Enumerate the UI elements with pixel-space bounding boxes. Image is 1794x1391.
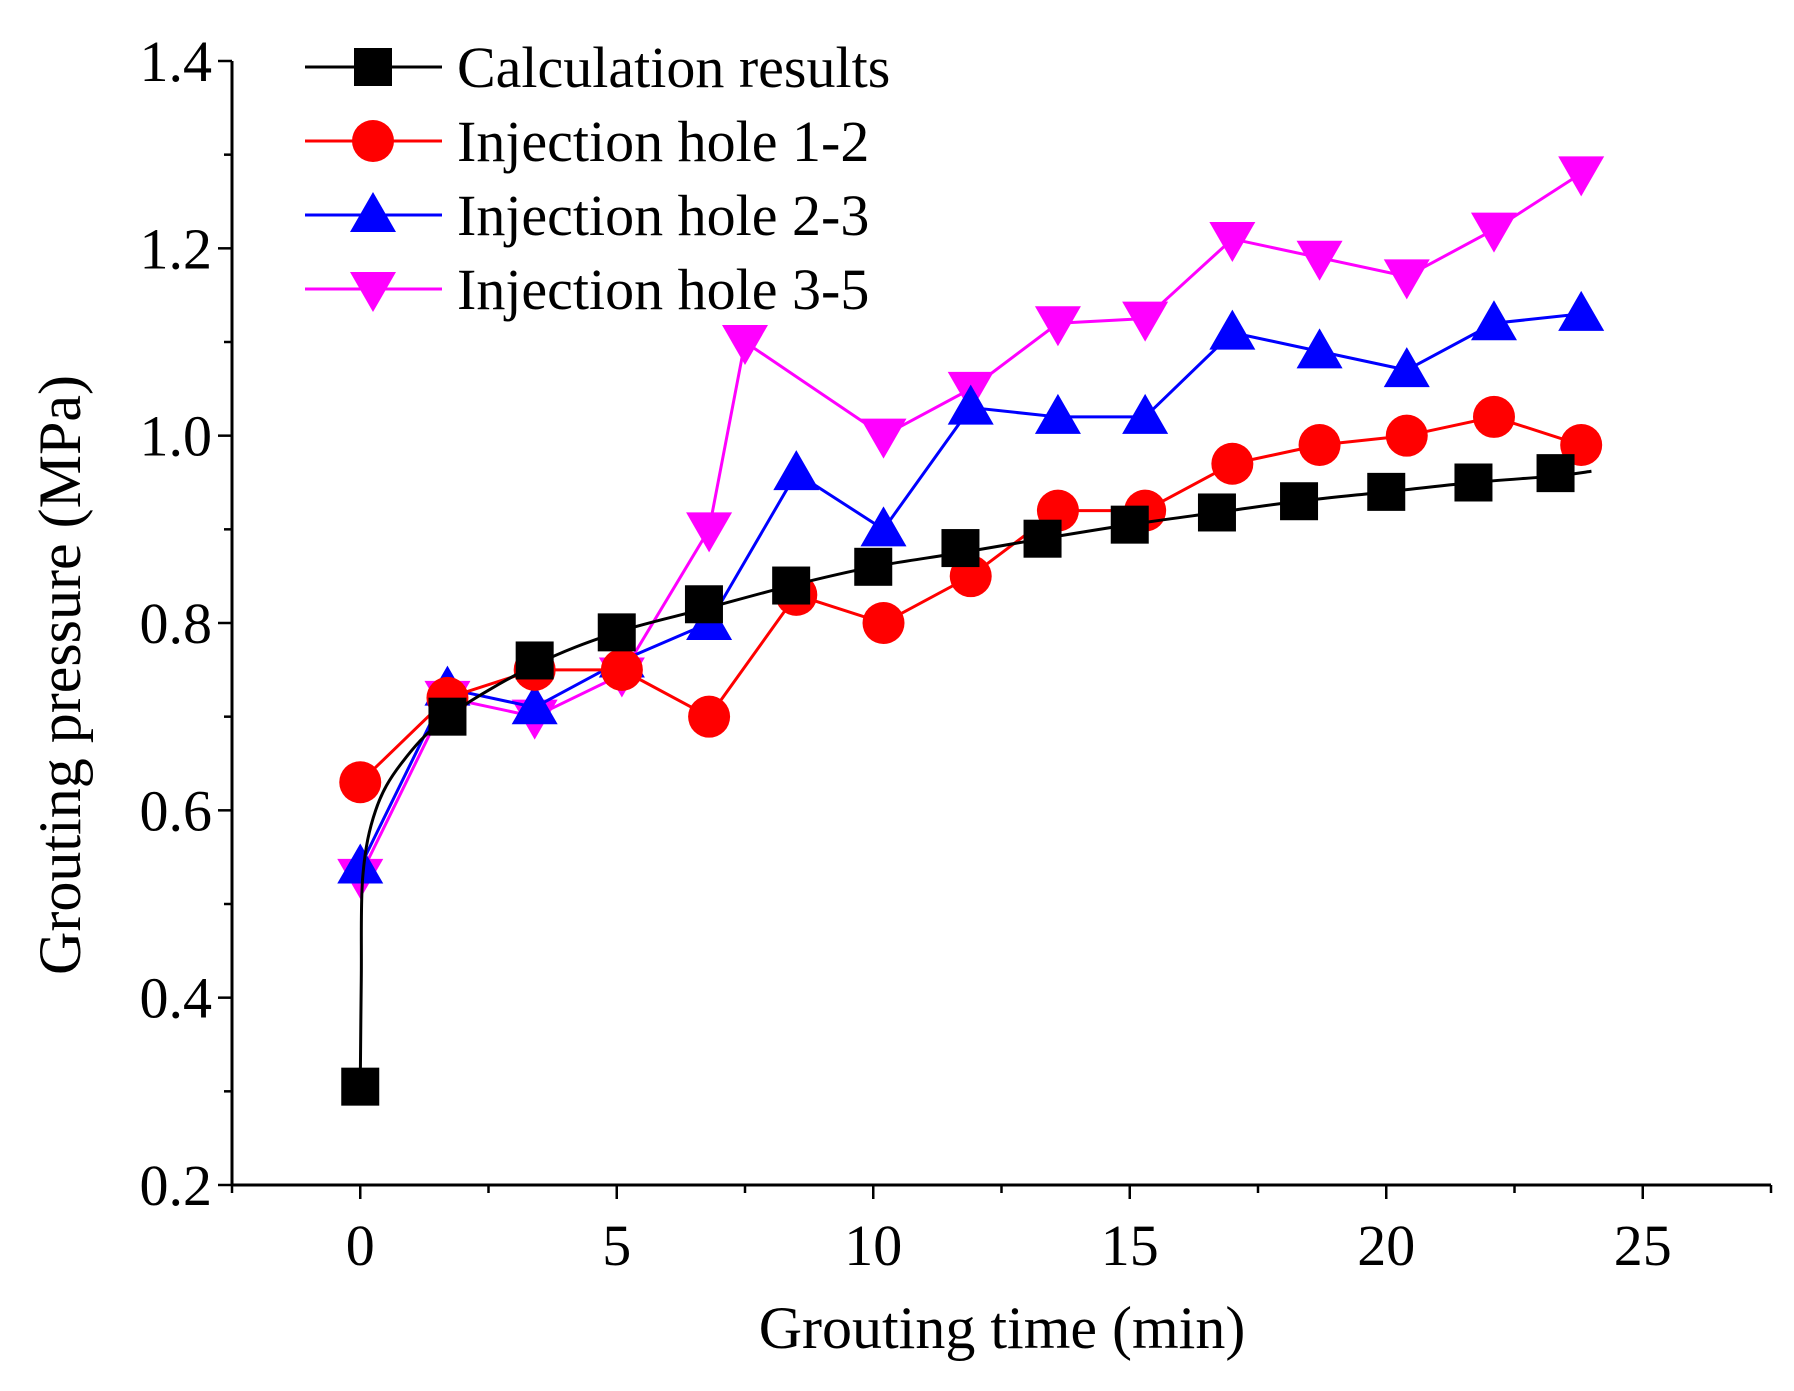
data-point (337, 843, 384, 884)
data-point (860, 506, 907, 547)
data-point (1034, 306, 1081, 347)
data-point (341, 1067, 380, 1106)
data-point (1558, 156, 1605, 197)
legend-label: Injection hole 1-2 (457, 109, 869, 174)
y-tick-label: 0.8 (140, 591, 213, 656)
data-point (684, 585, 723, 624)
legend-label: Calculation results (457, 35, 890, 100)
legend-marker (354, 48, 392, 86)
data-point (1383, 259, 1430, 300)
axes: 0 5 10 15 20 25 0.2 0.4 0.6 0.8 1.0 1.2 1.4 (140, 29, 1773, 1278)
data-point (515, 641, 554, 680)
data-point (1470, 300, 1517, 341)
x-tick-label: 10 (844, 1213, 902, 1278)
data-point (862, 602, 905, 644)
y-tick-label: 1.4 (140, 29, 213, 94)
data-point (1122, 301, 1169, 342)
data-point (600, 648, 643, 691)
data-point (1385, 414, 1428, 457)
data-point (1197, 493, 1236, 532)
data-point (1296, 240, 1343, 281)
legend-item: Calculation results (305, 35, 890, 100)
data-point (1110, 505, 1149, 544)
data-point (1296, 328, 1343, 369)
series-calculation-results (341, 454, 1592, 1106)
x-tick-label: 0 (346, 1213, 375, 1278)
plot-area (337, 156, 1605, 1106)
data-point (947, 384, 994, 425)
x-tick-label: 5 (602, 1213, 631, 1278)
data-point (860, 418, 907, 459)
data-point (1536, 454, 1575, 493)
legend-marker (352, 120, 394, 162)
series-line (358, 469, 1592, 1087)
data-point (1367, 472, 1406, 511)
x-tick-label: 25 (1614, 1213, 1672, 1278)
series-injection-hole-1-2 (339, 395, 1603, 804)
data-point (428, 697, 467, 736)
data-point (1558, 290, 1605, 331)
data-point (1023, 519, 1062, 558)
data-point (511, 684, 558, 725)
data-point (772, 566, 811, 605)
data-point (1211, 442, 1254, 485)
y-tick-label: 0.4 (140, 966, 213, 1031)
legend-label: Injection hole 2-3 (457, 183, 869, 248)
data-point (1383, 347, 1430, 388)
data-point (686, 512, 733, 553)
data-point (722, 325, 768, 365)
legend-item: Injection hole 3-5 (305, 257, 869, 322)
legend-label: Injection hole 3-5 (457, 257, 869, 322)
data-point (1280, 482, 1319, 521)
y-tick-label: 0.2 (140, 1153, 213, 1218)
data-point (1470, 212, 1517, 253)
y-tick-label: 0.6 (140, 778, 213, 843)
y-tick-label: 1.2 (140, 216, 213, 281)
data-point (1122, 393, 1169, 434)
x-tick-label: 20 (1357, 1213, 1415, 1278)
data-point (1209, 221, 1256, 262)
data-point (773, 450, 820, 491)
data-point (941, 529, 980, 568)
data-point (1472, 395, 1515, 438)
y-tick-label: 1.0 (140, 404, 213, 469)
data-point (1298, 424, 1341, 467)
data-point (339, 761, 382, 804)
series-line (359, 415, 1582, 784)
data-point (1454, 463, 1493, 502)
x-axis-label: Grouting time (min) (759, 1295, 1246, 1361)
legend-item: Injection hole 2-3 (305, 183, 869, 248)
data-point (1034, 393, 1081, 434)
legend: Calculation results Injection hole 1-2 Inj… (305, 35, 890, 322)
data-point (597, 613, 636, 652)
y-axis-label: Grouting pressure (MPa) (27, 375, 93, 975)
legend-item: Injection hole 1-2 (305, 109, 869, 174)
data-point (1209, 309, 1256, 350)
data-point (688, 695, 731, 738)
legend-marker (350, 192, 396, 232)
legend-marker (350, 272, 396, 312)
x-tick-label: 15 (1101, 1213, 1159, 1278)
data-point (854, 547, 893, 586)
